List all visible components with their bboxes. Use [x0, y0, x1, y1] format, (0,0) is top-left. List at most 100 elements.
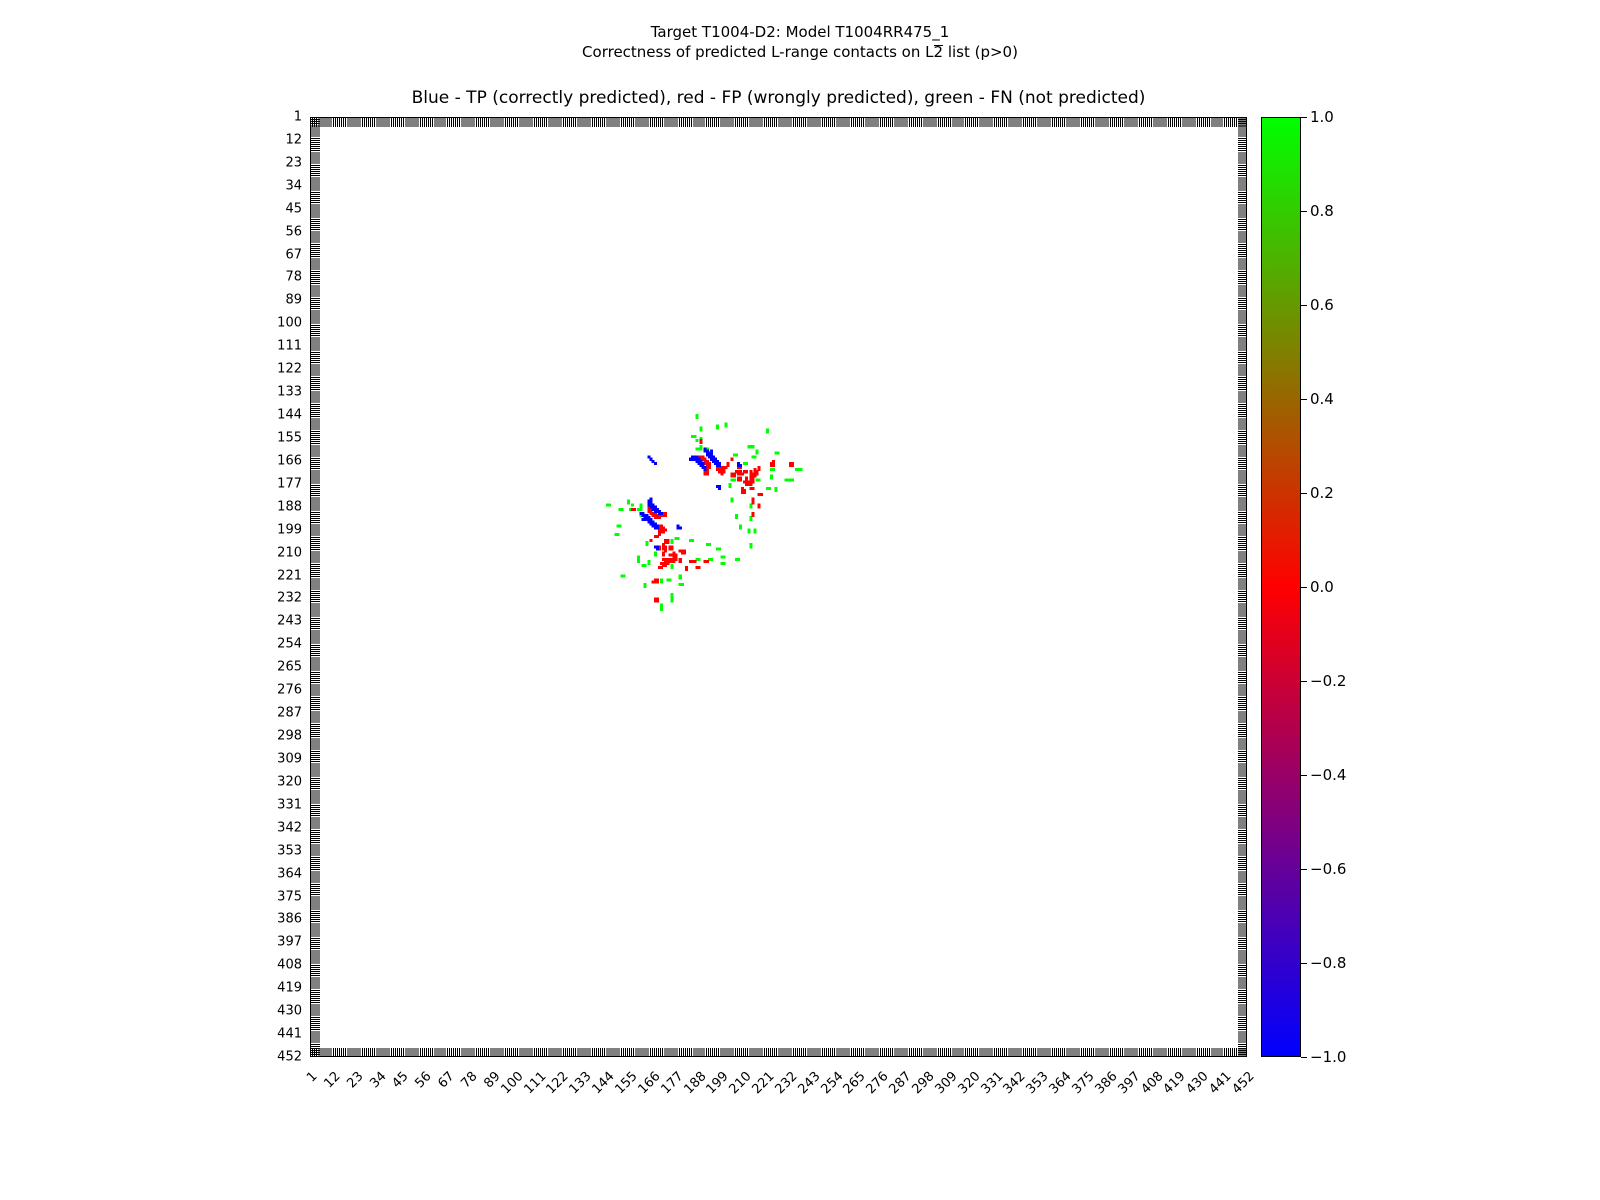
contact-point-tp	[716, 461, 720, 465]
contact-point-fp	[662, 545, 666, 549]
contact-point-fp	[705, 461, 709, 465]
contact-point-fn	[743, 461, 747, 465]
contact-point-fn	[637, 555, 641, 559]
contact-point-tp	[707, 455, 711, 459]
contact-point-tp	[649, 522, 653, 526]
contact-point-fp	[699, 455, 703, 459]
contact-point-fp	[751, 499, 755, 503]
contact-point-fp	[705, 472, 709, 476]
contact-point-fn	[643, 584, 647, 588]
contact-point-fn	[626, 501, 630, 505]
contact-point-fn	[695, 557, 699, 561]
contact-point-tp	[653, 526, 657, 530]
contact-point-fn	[647, 561, 651, 565]
contact-point-fn	[693, 434, 697, 438]
contact-point-fp	[757, 493, 761, 497]
contact-point-fn	[643, 564, 647, 568]
contact-point-tp	[653, 507, 657, 511]
contact-point-fp	[697, 566, 701, 570]
contact-point-fp	[682, 551, 686, 555]
contact-point-fp	[666, 541, 670, 545]
colorbar-label-1.0: 1.0	[1310, 108, 1334, 126]
axes-legend-title: Blue - TP (correctly predicted), red - F…	[411, 88, 1146, 108]
contact-point-tp	[738, 463, 742, 468]
contact-point-fn	[620, 574, 624, 578]
contact-point-tp	[649, 457, 653, 461]
contact-point-fp	[743, 480, 747, 484]
contact-point-fn	[774, 451, 778, 455]
contact-point-fp	[662, 547, 666, 551]
contact-point-tp	[653, 509, 657, 513]
contact-point-fp	[660, 524, 664, 528]
contact-point-fn	[670, 564, 674, 568]
contact-point-fn	[722, 561, 726, 565]
contact-point-fp	[749, 480, 753, 484]
contact-point-fp	[655, 597, 659, 601]
contact-point-fn	[630, 503, 634, 507]
contact-point-fp	[653, 580, 657, 584]
contact-point-fp	[660, 526, 664, 530]
contact-point-fp	[749, 482, 753, 486]
contact-point-fn	[766, 430, 770, 434]
figure-title-line-2: Correctness of predicted L-range contact…	[0, 42, 1600, 62]
contact-point-fn	[724, 424, 728, 428]
contact-point-fp	[741, 472, 745, 476]
contact-point-fn	[645, 543, 649, 547]
contact-point-fp	[732, 472, 736, 476]
contact-point-fp	[655, 534, 659, 538]
colorbar-tick-mark	[1301, 587, 1307, 588]
contact-point-fp	[741, 486, 745, 490]
contact-point-fp	[788, 461, 792, 465]
contact-point-tp	[651, 524, 655, 528]
y-tick-label-320: 320	[277, 774, 302, 790]
contact-point-fp	[672, 553, 676, 557]
contact-point-fp	[730, 457, 734, 461]
contact-point-fn	[728, 484, 732, 488]
figure-title-fraction-denominator: 2	[933, 43, 944, 61]
colorbar-label-0.2: 0.2	[1310, 484, 1334, 502]
contact-point-fp	[668, 547, 672, 551]
y-tick-label-298: 298	[277, 728, 302, 744]
contact-point-tp	[649, 518, 653, 522]
contact-point-fp	[751, 486, 755, 490]
contact-point-fp	[703, 457, 707, 461]
contact-point-fp	[703, 470, 707, 474]
y-tick-label-309: 309	[277, 751, 302, 767]
contact-point-fp	[653, 534, 657, 538]
contact-point-fp	[745, 482, 749, 486]
colorbar-label-0.0: 0.0	[1310, 578, 1334, 596]
colorbar-tick-mark	[1301, 1057, 1307, 1058]
contact-point-fp	[701, 457, 705, 461]
contact-point-tp	[649, 520, 653, 524]
contact-point-fp	[651, 580, 655, 584]
contact-point-tp	[718, 484, 722, 488]
colorbar-label-minus0.8: −0.8	[1310, 954, 1347, 972]
contact-point-fn	[751, 455, 755, 459]
contact-point-fp	[718, 466, 722, 470]
contact-point-fp	[633, 507, 637, 511]
contact-point-tp	[643, 516, 647, 520]
contact-point-tp	[653, 545, 657, 549]
colorbar-tick-mark	[1301, 399, 1307, 400]
contact-point-fp	[664, 547, 668, 551]
contact-point-fp	[672, 557, 676, 561]
contact-point-fn	[772, 468, 776, 472]
contact-point-fn	[795, 468, 799, 472]
contact-point-fp	[753, 468, 757, 472]
contact-point-fn	[674, 536, 678, 540]
contact-point-fn	[660, 607, 664, 611]
colorbar-gradient	[1261, 117, 1301, 1057]
contact-point-fp	[736, 470, 740, 474]
contact-point-fp	[630, 507, 634, 511]
contact-point-fp	[649, 539, 653, 543]
contact-point-fn	[637, 559, 641, 563]
contact-point-fn	[620, 507, 624, 511]
contact-point-tp	[711, 455, 715, 459]
y-tick-label-122: 122	[277, 361, 302, 377]
colorbar-tick-mark	[1301, 775, 1307, 776]
contact-point-fp	[664, 557, 668, 561]
contact-point-fn	[755, 451, 759, 455]
contact-point-fn	[689, 539, 693, 543]
contact-point-tp	[657, 511, 661, 515]
contact-point-fn	[626, 499, 630, 503]
